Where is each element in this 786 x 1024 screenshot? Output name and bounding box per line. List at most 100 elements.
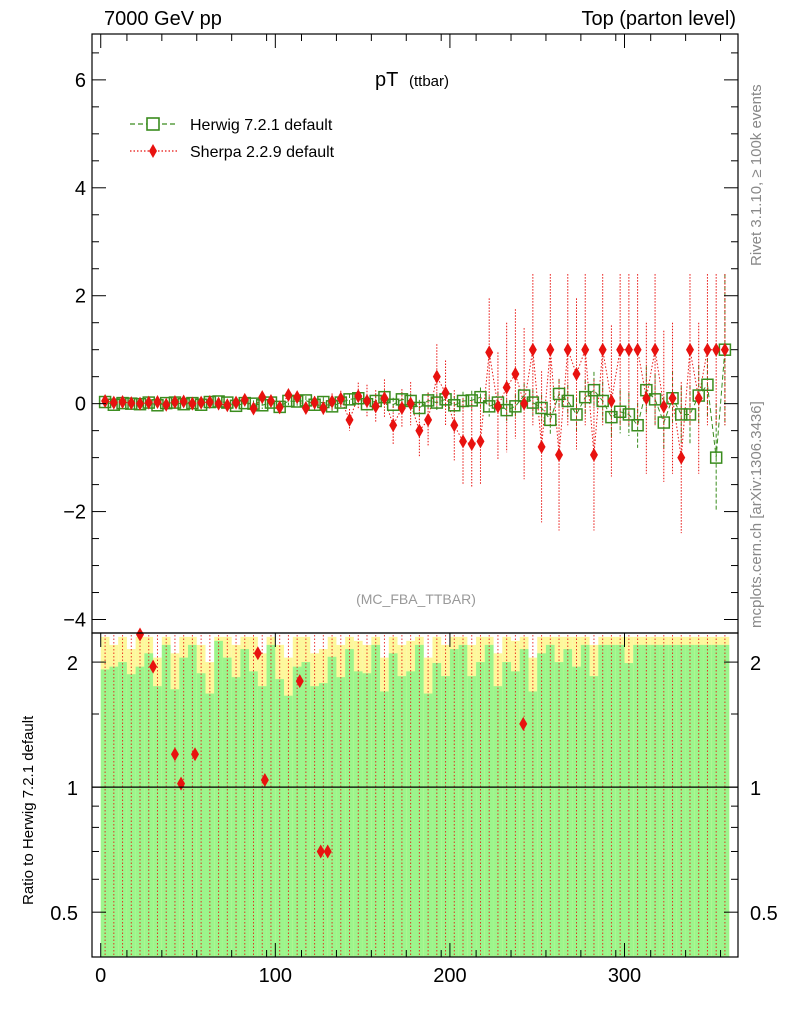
ratio-sherpa-point [316, 844, 325, 859]
ratio-band-inner [301, 662, 311, 957]
rivet-label: Rivet 3.1.10, ≥ 100k events [748, 84, 765, 266]
sherpa-point [101, 393, 110, 408]
sherpa-point [459, 434, 468, 449]
ratio-y-tick-label-right: 1 [750, 778, 761, 800]
mcplots-label: mcplots.cern.ch [arXiv:1306.3436] [748, 401, 765, 628]
sherpa-point [651, 342, 660, 357]
sherpa-point [136, 396, 145, 411]
herwig-point [701, 378, 714, 392]
ratio-band-inner [118, 662, 127, 957]
sherpa-point [127, 396, 136, 411]
sherpa-point [179, 394, 188, 409]
sherpa-point [362, 393, 371, 408]
ratio-uncertainty-bands [100, 636, 730, 957]
sherpa-point [712, 342, 721, 357]
sherpa-point [633, 342, 642, 357]
ratio-band-inner [135, 666, 145, 957]
y-tick-label: −4 [63, 610, 86, 632]
sherpa-point [520, 396, 529, 411]
ratio-band-inner [554, 662, 564, 957]
sherpa-point [354, 389, 363, 404]
ratio-y-tick-label: 1 [67, 778, 78, 800]
ratio-band-inner [284, 695, 293, 957]
ratio-y-tick-label-right: 0.5 [750, 903, 778, 925]
ratio-series-lines [104, 635, 726, 955]
ratio-sherpa-point [136, 627, 145, 642]
ratio-sherpa-point [519, 716, 528, 731]
sherpa-point [232, 395, 241, 410]
herwig-point [456, 394, 470, 408]
ratio-band-inner [441, 676, 450, 957]
y-tick-label: 0 [75, 394, 86, 416]
sherpa-point [493, 399, 502, 414]
y-tick-label: 2 [75, 286, 86, 308]
sherpa-point [162, 397, 171, 412]
sherpa-point [310, 395, 319, 410]
ratio-band-inner [589, 676, 599, 957]
sherpa-point [624, 342, 633, 357]
herwig-point [465, 394, 478, 407]
sherpa-point [380, 391, 389, 406]
sherpa-series [101, 342, 729, 465]
ratio-band-inner [624, 662, 634, 957]
legend-sherpa-label: Sherpa 2.2.9 default [190, 144, 335, 161]
sherpa-point [336, 391, 345, 406]
plot-title: pT [375, 69, 398, 91]
sherpa-point [450, 418, 459, 433]
sherpa-point [424, 412, 433, 427]
axis-ticks: −4 −2 0 2 4 6 0.5 0.5 1 1 2 2 0 100 200 300 [50, 34, 778, 987]
legend: Herwig 7.2.1 default Sherpa 2.2.9 defaul… [130, 117, 335, 161]
sherpa-point [258, 390, 267, 405]
herwig-point [544, 413, 557, 427]
herwig-point [675, 408, 688, 421]
ratio-band-inner [109, 666, 119, 957]
ratio-band-inner [572, 666, 581, 957]
sherpa-point [293, 390, 302, 405]
sherpa-point [389, 418, 398, 433]
sherpa-point [284, 388, 293, 403]
ratio-band-inner [476, 662, 485, 957]
ratio-band-inner [144, 653, 154, 957]
sherpa-point [109, 395, 118, 410]
sherpa-point [616, 342, 625, 357]
sherpa-point [511, 366, 520, 381]
sherpa-point [328, 394, 337, 409]
sherpa-point [720, 342, 729, 357]
ratio-band-inner [388, 653, 398, 957]
herwig-point [657, 416, 671, 429]
sherpa-point [546, 342, 555, 357]
herwig-point [448, 399, 461, 412]
ratio-band-inner [318, 683, 328, 957]
ratio-band-inner [170, 689, 180, 957]
herwig-point [570, 408, 583, 421]
y-tick-label: 6 [75, 70, 86, 92]
y-tick-label: 4 [75, 178, 86, 200]
ratio-points [136, 627, 528, 859]
ratio-band-inner [362, 673, 372, 957]
sherpa-point [703, 342, 712, 357]
ratio-sherpa-point [260, 773, 269, 788]
sherpa-point [205, 395, 214, 410]
sherpa-point [223, 398, 232, 413]
ratio-sherpa-point [295, 674, 304, 689]
ratio-sherpa-point [170, 747, 179, 762]
ratio-y-tick-label: 0.5 [50, 903, 78, 925]
sherpa-point [170, 395, 179, 410]
ratio-band-inner [126, 674, 136, 957]
analysis-tag: (MC_FBA_TTBAR) [356, 591, 476, 607]
ratio-y-tick-label: 2 [67, 653, 78, 675]
sherpa-point [659, 399, 668, 414]
legend-herwig-label: Herwig 7.2.1 default [190, 117, 333, 134]
y-tick-label: −2 [63, 502, 86, 524]
sherpa-point [598, 342, 607, 357]
herwig-point [500, 403, 513, 417]
ratio-y-tick-label-right: 2 [750, 653, 761, 675]
sherpa-point [406, 396, 415, 411]
sherpa-point [642, 391, 651, 406]
header-left: 7000 GeV pp [104, 8, 222, 30]
herwig-point [509, 400, 522, 413]
sherpa-point [415, 423, 424, 438]
sherpa-point [319, 400, 328, 415]
ratio-sherpa-point [149, 659, 158, 674]
